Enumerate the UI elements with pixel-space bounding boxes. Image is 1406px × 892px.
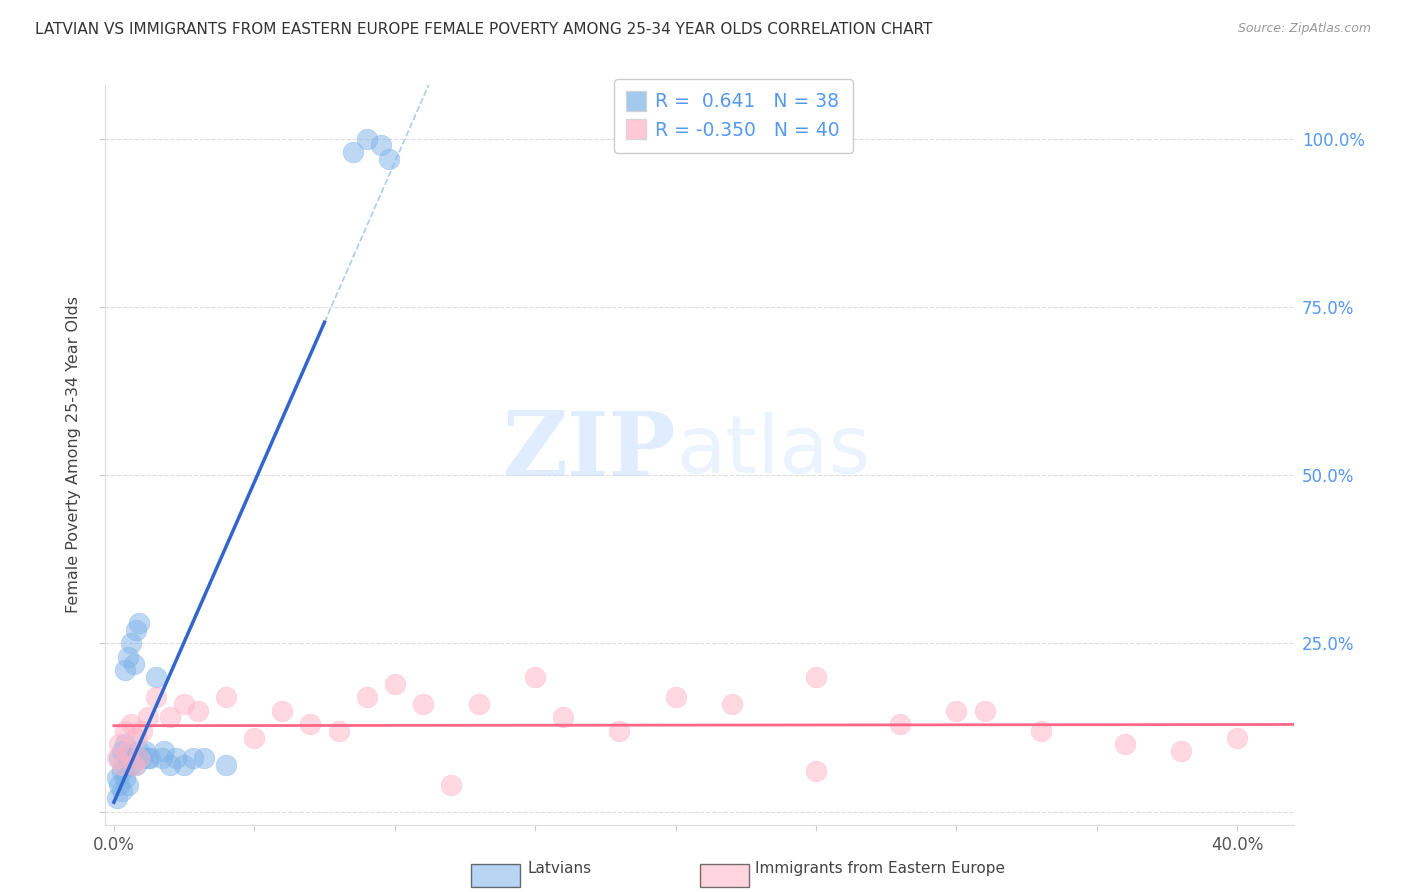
Point: [356, 690, 378, 705]
Point: [139, 751, 162, 765]
Point: [145, 690, 167, 705]
Point: [108, 751, 131, 765]
Point: [720, 697, 742, 711]
Point: [804, 764, 827, 779]
Point: [131, 723, 153, 738]
Point: [105, 751, 128, 765]
Point: [889, 717, 911, 731]
Point: [114, 771, 136, 785]
Point: [131, 751, 153, 765]
Point: [181, 751, 204, 765]
Point: [108, 737, 131, 751]
Point: [125, 731, 148, 745]
Point: [122, 757, 145, 772]
Point: [193, 751, 215, 765]
Point: [524, 670, 547, 684]
Point: [165, 751, 187, 765]
Point: [378, 152, 401, 166]
Point: [105, 771, 128, 785]
Point: [215, 690, 238, 705]
Point: [134, 744, 156, 758]
Point: [384, 677, 406, 691]
Point: [553, 710, 575, 724]
Point: [665, 690, 688, 705]
Point: [173, 757, 195, 772]
Text: atlas: atlas: [676, 412, 870, 491]
Point: [150, 751, 173, 765]
Point: [117, 751, 139, 765]
Point: [136, 751, 159, 765]
Point: [468, 697, 491, 711]
Point: [440, 778, 463, 792]
Point: [122, 657, 145, 671]
Point: [120, 636, 142, 650]
Point: [122, 751, 145, 765]
Point: [1029, 723, 1052, 738]
Text: Source: ZipAtlas.com: Source: ZipAtlas.com: [1237, 22, 1371, 36]
Point: [187, 704, 209, 718]
Point: [117, 649, 139, 664]
Point: [111, 784, 134, 798]
Point: [1114, 737, 1136, 751]
Point: [117, 778, 139, 792]
Point: [128, 744, 150, 758]
Point: [973, 704, 995, 718]
Point: [128, 616, 150, 631]
Point: [342, 145, 364, 159]
Point: [120, 717, 142, 731]
Point: [153, 744, 176, 758]
Point: [111, 744, 134, 758]
Point: [117, 744, 139, 758]
Point: [945, 704, 967, 718]
Point: [114, 723, 136, 738]
Point: [370, 138, 392, 153]
Point: [108, 778, 131, 792]
Text: Latvians: Latvians: [527, 861, 592, 876]
Point: [128, 751, 150, 765]
Point: [299, 717, 322, 731]
Point: [243, 731, 266, 745]
Text: Immigrants from Eastern Europe: Immigrants from Eastern Europe: [755, 861, 1005, 876]
Point: [1170, 744, 1192, 758]
Point: [173, 697, 195, 711]
Point: [114, 663, 136, 677]
Legend: R =  0.641   N = 38, R = -0.350   N = 40: R = 0.641 N = 38, R = -0.350 N = 40: [614, 79, 853, 153]
Point: [215, 757, 238, 772]
Point: [111, 764, 134, 779]
Point: [159, 757, 181, 772]
Point: [114, 737, 136, 751]
Point: [136, 710, 159, 724]
Point: [111, 757, 134, 772]
Point: [271, 704, 294, 718]
Point: [804, 670, 827, 684]
Point: [412, 697, 434, 711]
Point: [328, 723, 350, 738]
Point: [1367, 737, 1389, 751]
Y-axis label: Female Poverty Among 25-34 Year Olds: Female Poverty Among 25-34 Year Olds: [66, 296, 82, 614]
Text: ZIP: ZIP: [502, 408, 676, 495]
Point: [1226, 731, 1249, 745]
Point: [159, 710, 181, 724]
Point: [125, 757, 148, 772]
Point: [609, 723, 631, 738]
Point: [105, 791, 128, 805]
Point: [120, 757, 142, 772]
Point: [125, 623, 148, 637]
Text: LATVIAN VS IMMIGRANTS FROM EASTERN EUROPE FEMALE POVERTY AMONG 25-34 YEAR OLDS C: LATVIAN VS IMMIGRANTS FROM EASTERN EUROP…: [35, 22, 932, 37]
Point: [356, 131, 378, 145]
Point: [145, 670, 167, 684]
